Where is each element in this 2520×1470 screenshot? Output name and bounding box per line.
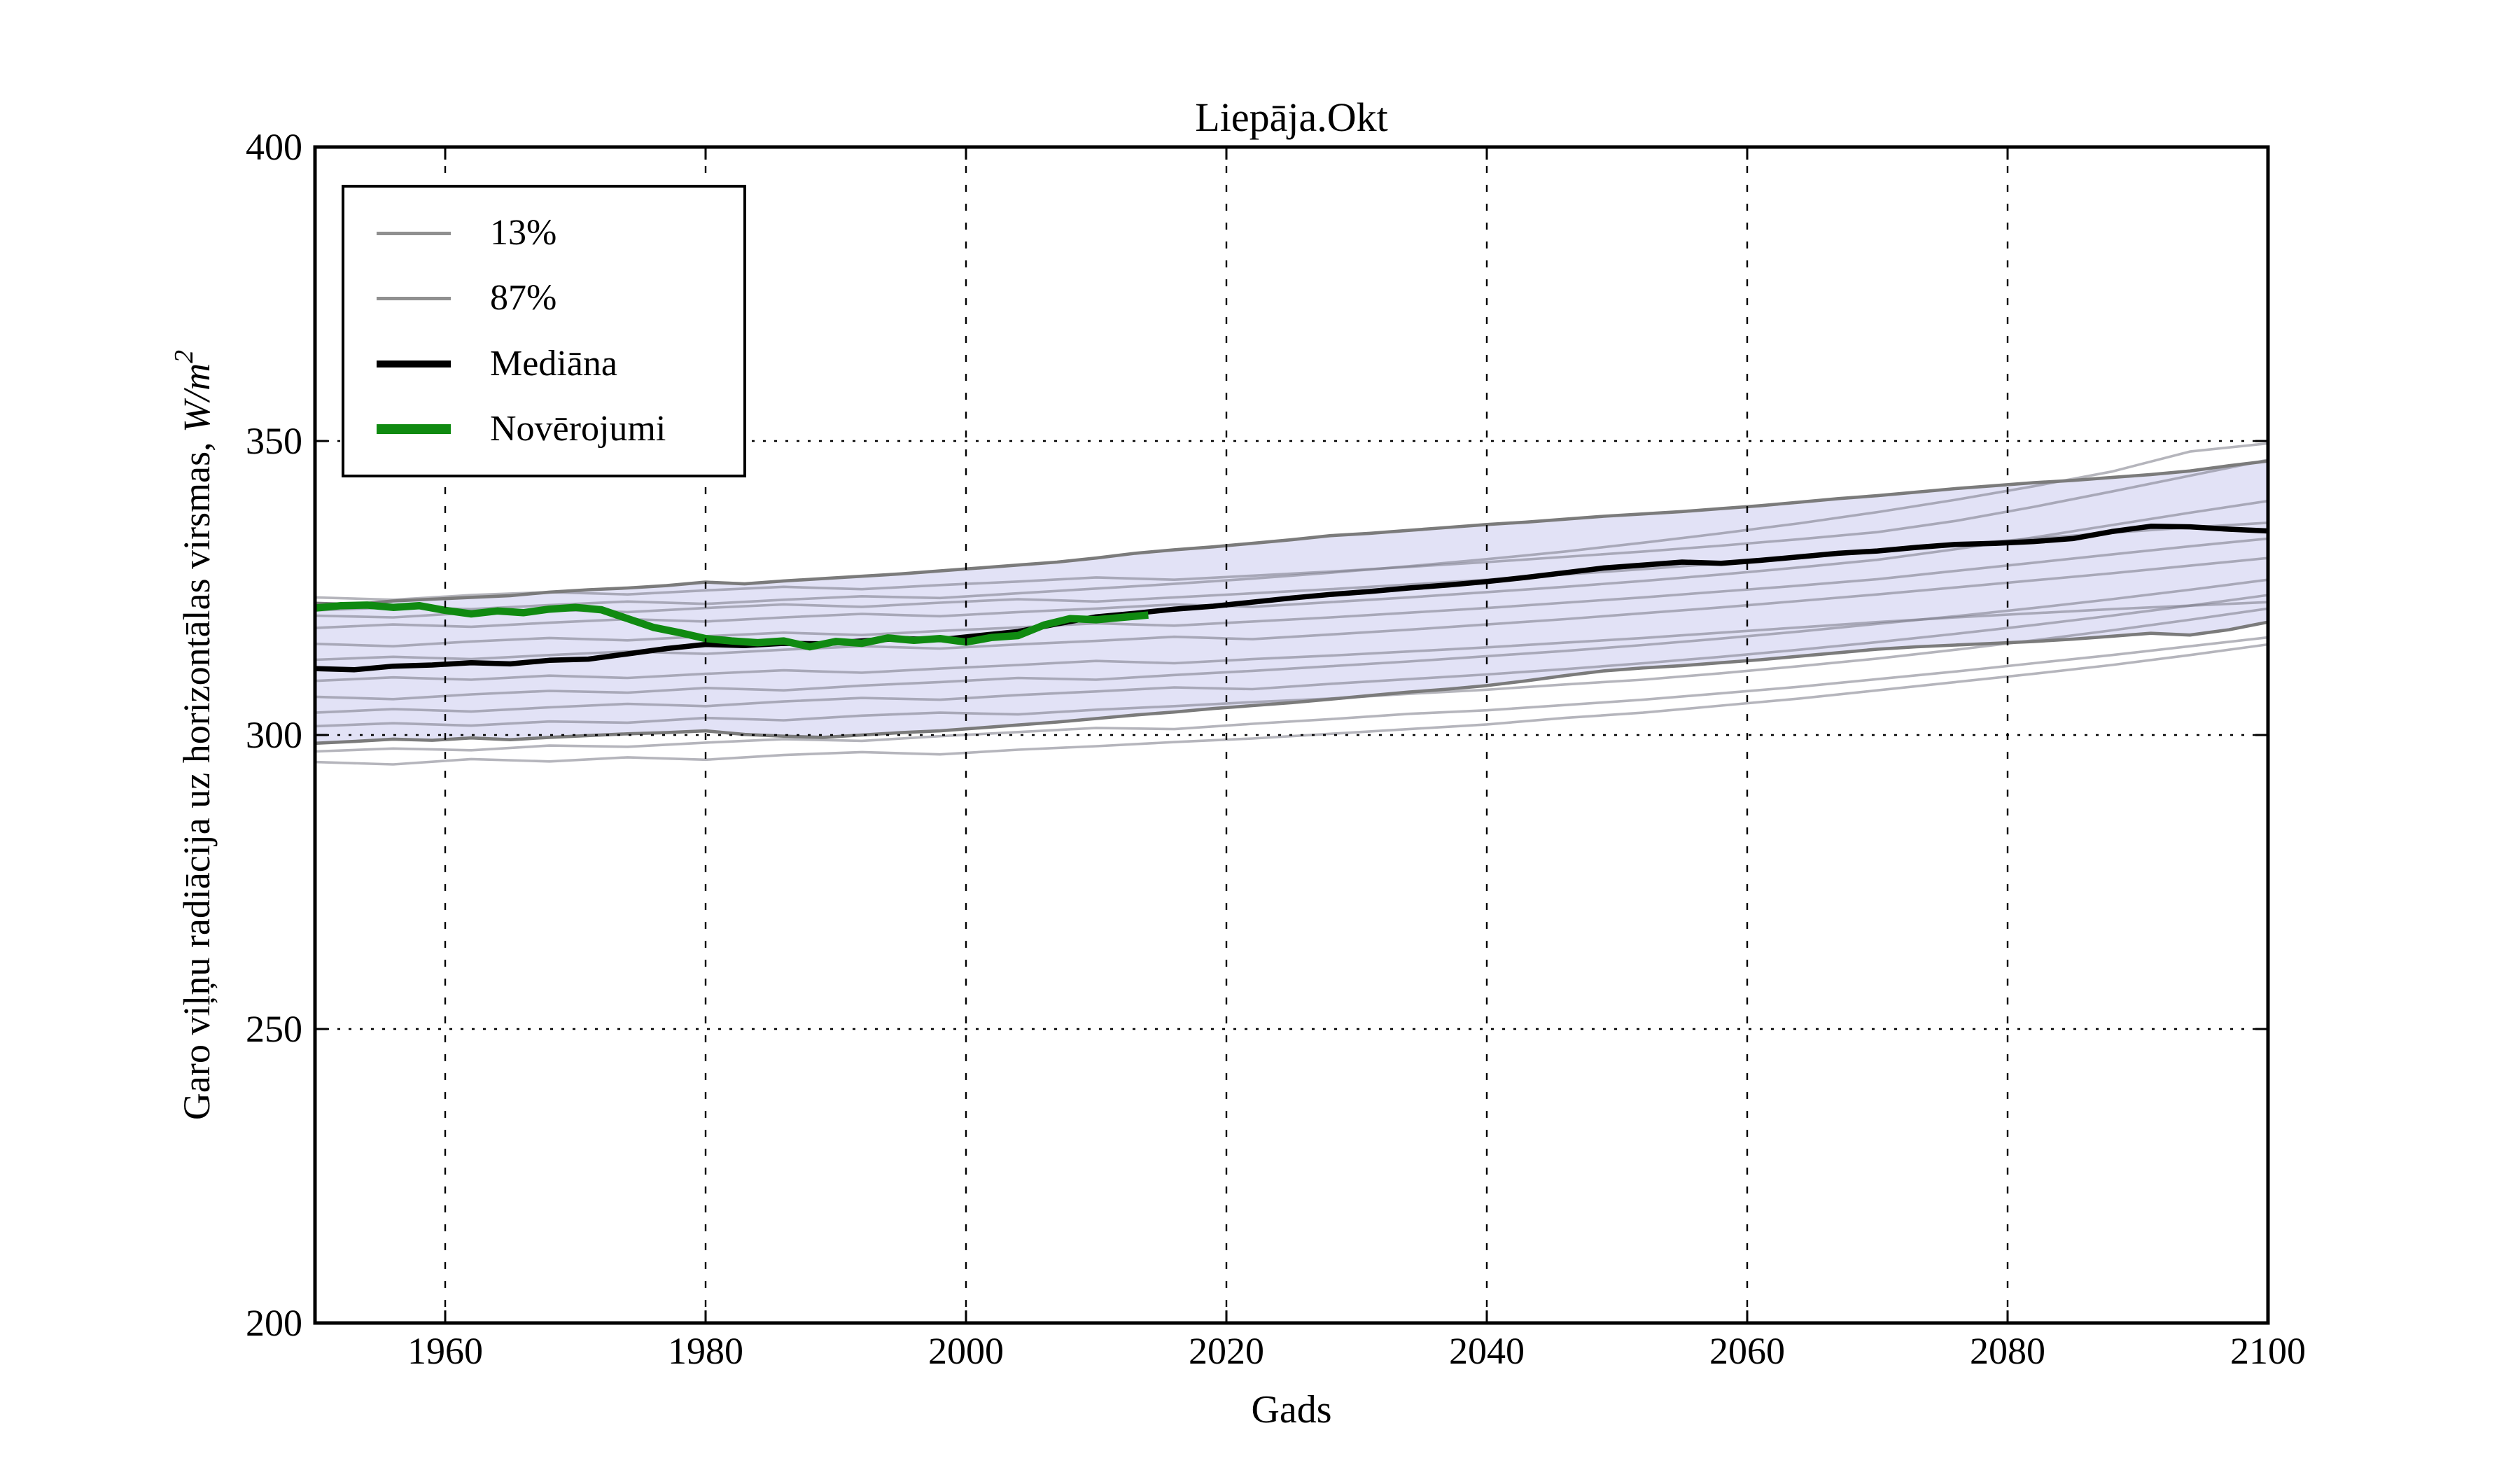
x-tick-1980: 1980	[668, 1330, 743, 1372]
x-tick-2080: 2080	[1970, 1330, 2045, 1372]
y-tick-250: 250	[246, 1008, 302, 1050]
x-tick-2020: 2020	[1189, 1330, 1264, 1372]
y-tick-400: 400	[246, 126, 302, 168]
legend-item-mediana: Mediāna	[377, 344, 743, 384]
chart-title: Liepāja.Okt	[1195, 94, 1388, 140]
legend-label-87pct: 87%	[490, 278, 557, 318]
legend-line-87pct-icon	[377, 296, 451, 300]
y-tick-300: 300	[246, 714, 302, 756]
x-tick-2060: 2060	[1709, 1330, 1785, 1372]
legend-line-13pct-icon	[377, 231, 451, 235]
legend-line-noverojumi-icon	[377, 424, 451, 434]
x-tick-2000: 2000	[928, 1330, 1004, 1372]
legend-label-mediana: Mediāna	[490, 343, 617, 384]
y-tick-200: 200	[246, 1302, 302, 1344]
legend-item-13pct: 13%	[377, 214, 743, 253]
legend-label-noverojumi: Novērojumi	[490, 408, 666, 449]
x-tick-2100: 2100	[2230, 1330, 2306, 1372]
x-tick-2040: 2040	[1449, 1330, 1525, 1372]
x-tick-1960: 1960	[407, 1330, 483, 1372]
x-axis-label: Gads	[1251, 1388, 1332, 1432]
legend-item-87pct: 87%	[377, 279, 743, 318]
legend-label-13pct: 13%	[490, 213, 557, 253]
legend-item-noverojumi: Novērojumi	[377, 408, 743, 449]
y-tick-350: 350	[246, 420, 302, 462]
legend-line-mediana-icon	[377, 360, 451, 368]
y-axis-label-exponent: 2	[169, 349, 199, 363]
legend: 13% 87% Mediāna Novērojumi	[342, 185, 746, 477]
